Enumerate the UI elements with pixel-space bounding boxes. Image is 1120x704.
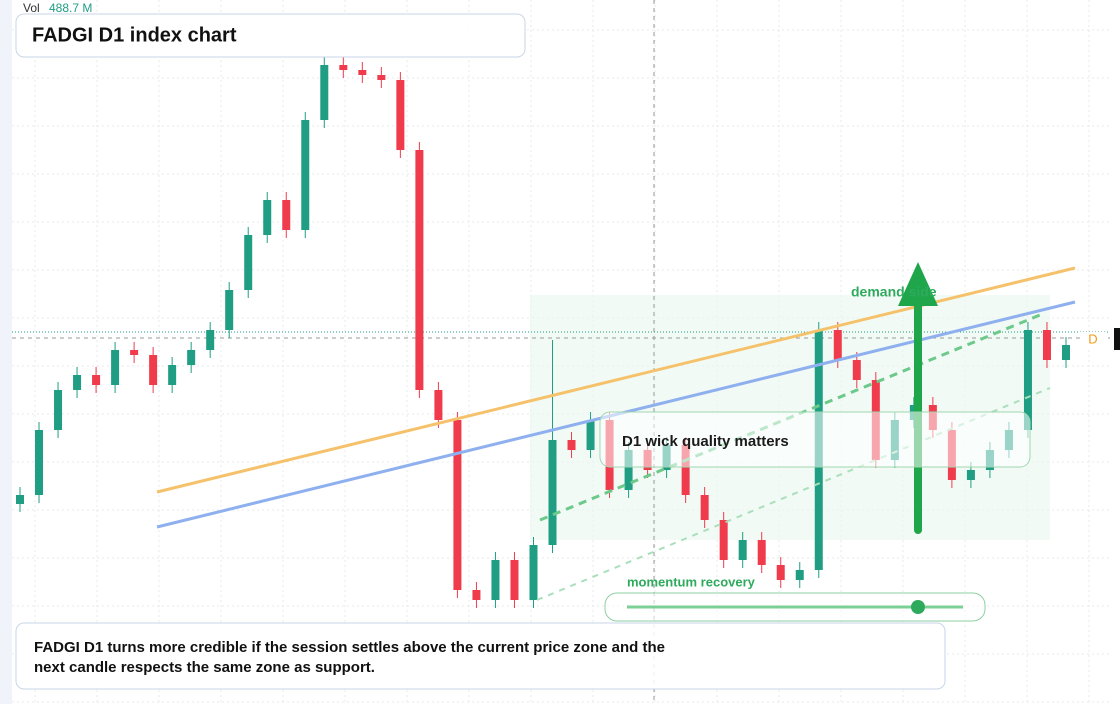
candle-body — [719, 520, 728, 560]
candle-body — [282, 200, 291, 230]
vol-label: Vol — [23, 1, 40, 15]
candle-body — [168, 365, 177, 385]
title-box — [15, 13, 526, 58]
candle-body — [833, 330, 842, 360]
candle-body — [453, 420, 462, 590]
tag-bg — [1080, 332, 1106, 348]
candle-body — [225, 290, 234, 330]
candle-body — [130, 350, 139, 355]
note-line: FADGI D1 turns more credible if the sess… — [34, 639, 665, 656]
candle-body — [187, 350, 196, 365]
candle-body — [567, 440, 576, 450]
candle-body — [415, 150, 424, 390]
title: FADGI D1 index chart — [32, 24, 237, 46]
edge-tag — [1114, 328, 1120, 350]
candle-body — [757, 540, 766, 565]
price-tag: D — [1088, 331, 1097, 346]
candle-body — [35, 430, 44, 495]
candle-body — [738, 540, 747, 560]
left-strip — [0, 0, 12, 704]
candle-body — [776, 565, 785, 580]
channel-line-lower — [536, 387, 1051, 601]
candle-body — [377, 75, 386, 80]
callout-box — [599, 411, 1031, 468]
candle-body — [396, 80, 405, 150]
candle-body — [301, 120, 310, 230]
candle-body — [263, 200, 272, 235]
candle-body — [491, 560, 500, 600]
candle-body — [795, 570, 804, 580]
candle-body — [548, 440, 557, 545]
candle-body — [529, 545, 538, 600]
candle-body — [510, 560, 519, 600]
candle-body — [1062, 345, 1070, 360]
candle-body — [339, 65, 348, 70]
candle-body — [1042, 330, 1051, 360]
candle-body — [434, 390, 443, 420]
candle-body — [244, 235, 253, 290]
slider-knob — [911, 600, 925, 614]
candle-body — [73, 375, 82, 390]
candle-body — [111, 350, 120, 385]
candle-body — [206, 330, 215, 350]
slider-label: momentum recovery — [627, 574, 756, 589]
candle-body — [624, 450, 633, 490]
candle-body — [92, 375, 101, 385]
candle-body — [700, 495, 709, 520]
arrow-head — [898, 262, 938, 306]
candle-body — [681, 445, 690, 495]
candle-body — [966, 470, 975, 480]
zone-label: demand side — [851, 284, 937, 300]
candle-body — [358, 70, 367, 75]
note-box — [15, 622, 946, 690]
vol-value: 488.7 M — [49, 1, 92, 15]
candle-body — [852, 360, 861, 380]
candle-body — [586, 420, 595, 450]
candle-body — [1023, 330, 1032, 430]
candle-body — [149, 355, 158, 385]
candle-body — [16, 495, 24, 504]
candle-body — [320, 65, 329, 120]
candle-body — [472, 590, 481, 600]
candle-body — [54, 390, 63, 430]
callout-text: D1 wick quality matters — [622, 433, 789, 450]
note-line: next candle respects the same zone as su… — [34, 659, 375, 676]
